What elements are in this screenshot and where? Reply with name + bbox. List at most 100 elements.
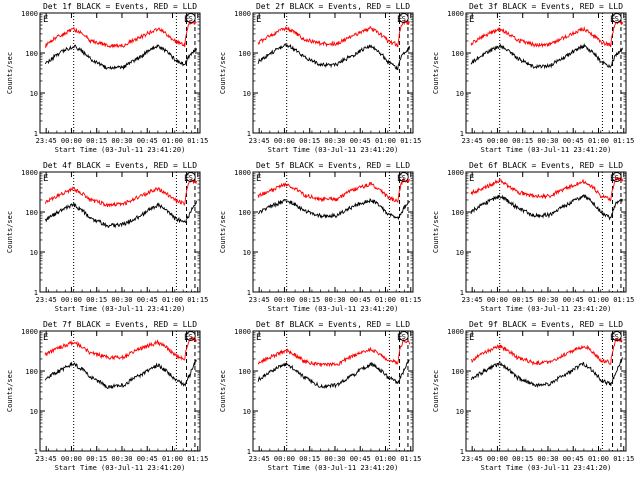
y-axis-label: Counts/sec — [6, 211, 14, 253]
x-tick-label: 01:00 — [375, 296, 396, 304]
marker-label: S — [615, 333, 619, 341]
x-tick-label: 00:15 — [86, 137, 107, 145]
x-tick-label: 00:00 — [61, 296, 82, 304]
marker-label: E — [43, 174, 48, 184]
x-tick-label: 01:00 — [162, 137, 183, 145]
series-line-events — [257, 198, 410, 221]
panel-title: Det 2f BLACK = Events, RED = LLD — [256, 2, 410, 11]
x-tick-label: 23:45 — [462, 296, 483, 304]
x-tick-label: 23:45 — [36, 296, 57, 304]
series-line-events — [257, 43, 410, 71]
x-tick-label: 01:15 — [187, 137, 208, 145]
marker-label: S — [402, 333, 406, 341]
x-tick-label: 00:15 — [86, 455, 107, 463]
y-tick-label: 1000 — [234, 10, 251, 18]
x-tick-label: 01:00 — [162, 455, 183, 463]
y-tick-label: 10 — [456, 408, 464, 416]
x-tick-label: 01:15 — [400, 296, 421, 304]
series-line-lld — [257, 20, 410, 48]
x-tick-label: 00:00 — [487, 296, 508, 304]
y-tick-label: 1 — [247, 448, 251, 456]
y-axis-label: Counts/sec — [432, 211, 440, 253]
plot-frame — [39, 171, 201, 293]
y-tick-label: 10 — [30, 408, 38, 416]
y-tick-label: 100 — [238, 50, 251, 58]
x-axis-label: Start Time (03-Jul-11 23:41:20) — [268, 464, 399, 472]
x-tick-label: 00:30 — [537, 137, 558, 145]
x-tick-label: 01:15 — [613, 455, 634, 463]
x-tick-label: 00:30 — [111, 296, 132, 304]
marker-circle — [185, 172, 196, 182]
panel-title: Det 4f BLACK = Events, RED = LLD — [43, 161, 197, 170]
series-line-lld — [44, 20, 197, 49]
marker-label: S — [402, 15, 406, 23]
marker-label: E — [256, 174, 261, 184]
x-axis-label: Start Time (03-Jul-11 23:41:20) — [268, 146, 399, 154]
x-axis-label: Start Time (03-Jul-11 23:41:20) — [55, 146, 186, 154]
x-tick-label: 00:15 — [299, 296, 320, 304]
series-line-lld — [470, 19, 623, 49]
x-tick-label: 00:15 — [86, 296, 107, 304]
y-tick-label: 100 — [451, 368, 464, 376]
x-tick-label: 01:15 — [613, 137, 634, 145]
y-tick-label: 1 — [460, 289, 464, 297]
x-tick-label: 01:00 — [588, 296, 609, 304]
x-tick-label: 00:00 — [274, 137, 295, 145]
x-axis-label: Start Time (03-Jul-11 23:41:20) — [55, 464, 186, 472]
series-line-lld — [257, 177, 410, 203]
y-tick-label: 100 — [238, 209, 251, 217]
marker-circle — [185, 13, 196, 23]
panel-title: Det 9f BLACK = Events, RED = LLD — [469, 320, 623, 329]
x-tick-label: 01:15 — [187, 296, 208, 304]
marker-circle — [398, 331, 409, 341]
marker-label: E — [43, 15, 48, 25]
panel-title: Det 6f BLACK = Events, RED = LLD — [469, 161, 623, 170]
marker-circle — [398, 172, 409, 182]
y-tick-label: 1 — [460, 130, 464, 138]
series-line-lld — [471, 337, 623, 366]
y-tick-label: 100 — [25, 50, 38, 58]
x-axis-label: Start Time (03-Jul-11 23:41:20) — [268, 305, 399, 313]
marker-label: S — [189, 174, 193, 182]
marker-label: S — [189, 15, 193, 23]
y-tick-label: 1 — [34, 130, 38, 138]
y-tick-label: 1 — [34, 448, 38, 456]
x-tick-label: 01:00 — [588, 137, 609, 145]
series-line-lld — [44, 179, 197, 208]
x-axis-label: Start Time (03-Jul-11 23:41:20) — [481, 146, 612, 154]
plot-frame — [465, 330, 627, 452]
x-tick-label: 00:00 — [487, 137, 508, 145]
y-axis-label: Counts/sec — [219, 370, 227, 412]
y-tick-label: 1 — [460, 448, 464, 456]
marker-circle — [611, 172, 622, 182]
marker-label: E — [469, 174, 474, 184]
y-axis-label: Counts/sec — [219, 52, 227, 94]
x-tick-label: 00:00 — [61, 137, 82, 145]
marker-label: S — [402, 174, 406, 182]
y-tick-label: 1000 — [234, 328, 251, 336]
x-tick-label: 00:45 — [563, 455, 584, 463]
x-tick-label: 00:00 — [274, 455, 295, 463]
marker-label: E — [256, 15, 261, 25]
series-line-lld — [44, 336, 197, 361]
plot-frame — [252, 12, 414, 134]
x-tick-label: 01:00 — [162, 296, 183, 304]
y-tick-label: 10 — [30, 249, 38, 257]
marker-label: E — [469, 333, 474, 343]
y-axis-label: Counts/sec — [219, 211, 227, 253]
y-tick-label: 1000 — [447, 10, 464, 18]
series-line-events — [44, 44, 197, 71]
plot-frame — [465, 12, 627, 134]
marker-label: S — [615, 174, 619, 182]
x-tick-label: 01:00 — [375, 137, 396, 145]
y-tick-label: 1000 — [21, 328, 38, 336]
y-tick-label: 10 — [30, 90, 38, 98]
marker-label: E — [43, 333, 48, 343]
y-tick-label: 100 — [451, 209, 464, 217]
y-tick-label: 1 — [34, 289, 38, 297]
y-tick-label: 100 — [238, 368, 251, 376]
x-tick-label: 00:30 — [324, 296, 345, 304]
y-tick-label: 1000 — [21, 10, 38, 18]
x-tick-label: 00:30 — [537, 455, 558, 463]
